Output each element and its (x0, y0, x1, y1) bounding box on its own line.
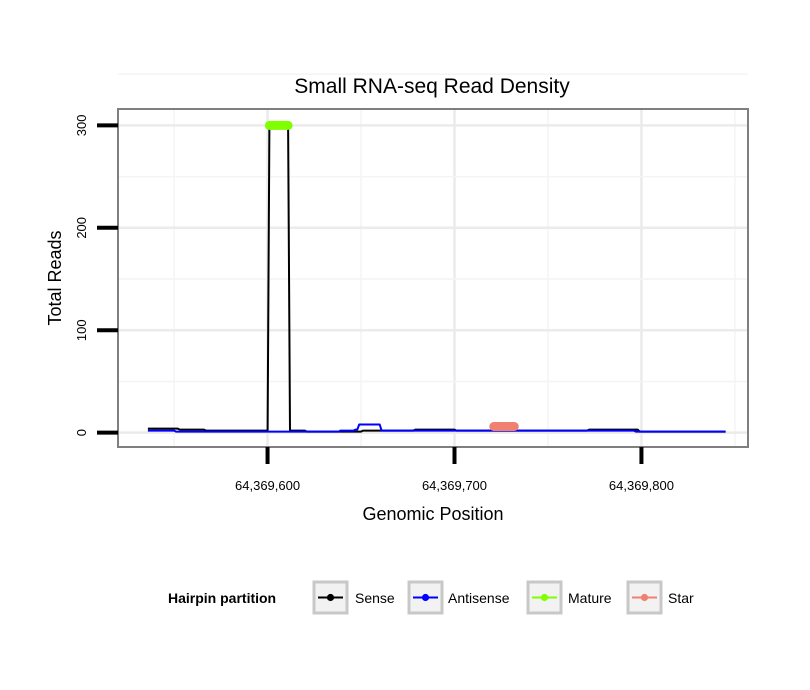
legend-key-star (626, 580, 663, 615)
legend-title: Hairpin partition (168, 590, 276, 606)
legend-label: Mature (568, 590, 612, 606)
legend-label: Sense (355, 590, 395, 606)
axes: 64,369,600 64,369,700 64,369,800 0 100 200 300 (74, 115, 674, 493)
y-tick-label: 300 (74, 115, 89, 137)
y-tick-label: 0 (74, 429, 89, 436)
x-tick-label: 64,369,800 (609, 478, 674, 493)
chart-title: Small RNA-seq Read Density (294, 75, 570, 98)
legend-key-sense (312, 580, 349, 615)
legend: Hairpin partition Sense Antisense Mature St… (168, 580, 694, 615)
legend-key-dot (326, 593, 335, 602)
plot-panel (117, 73, 749, 448)
legend-label: Star (668, 590, 694, 606)
legend-label: Antisense (448, 590, 510, 606)
legend-key-antisense (407, 580, 444, 615)
panel-background (118, 109, 748, 447)
series-lines (147, 120, 726, 433)
legend-key-dot (540, 593, 549, 602)
y-tick-label: 200 (74, 217, 89, 239)
x-axis-title: Genomic Position (362, 504, 503, 524)
legend-key-dot (640, 593, 649, 602)
legend-key-mature (526, 580, 563, 615)
y-tick-label: 100 (74, 319, 89, 341)
x-tick-label: 64,369,700 (422, 478, 487, 493)
y-axis-title: Total Reads (45, 230, 65, 325)
legend-key-dot (421, 593, 430, 602)
x-tick-label: 64,369,600 (235, 478, 300, 493)
panel-border (117, 108, 749, 448)
series-line-antisense (147, 423, 726, 433)
